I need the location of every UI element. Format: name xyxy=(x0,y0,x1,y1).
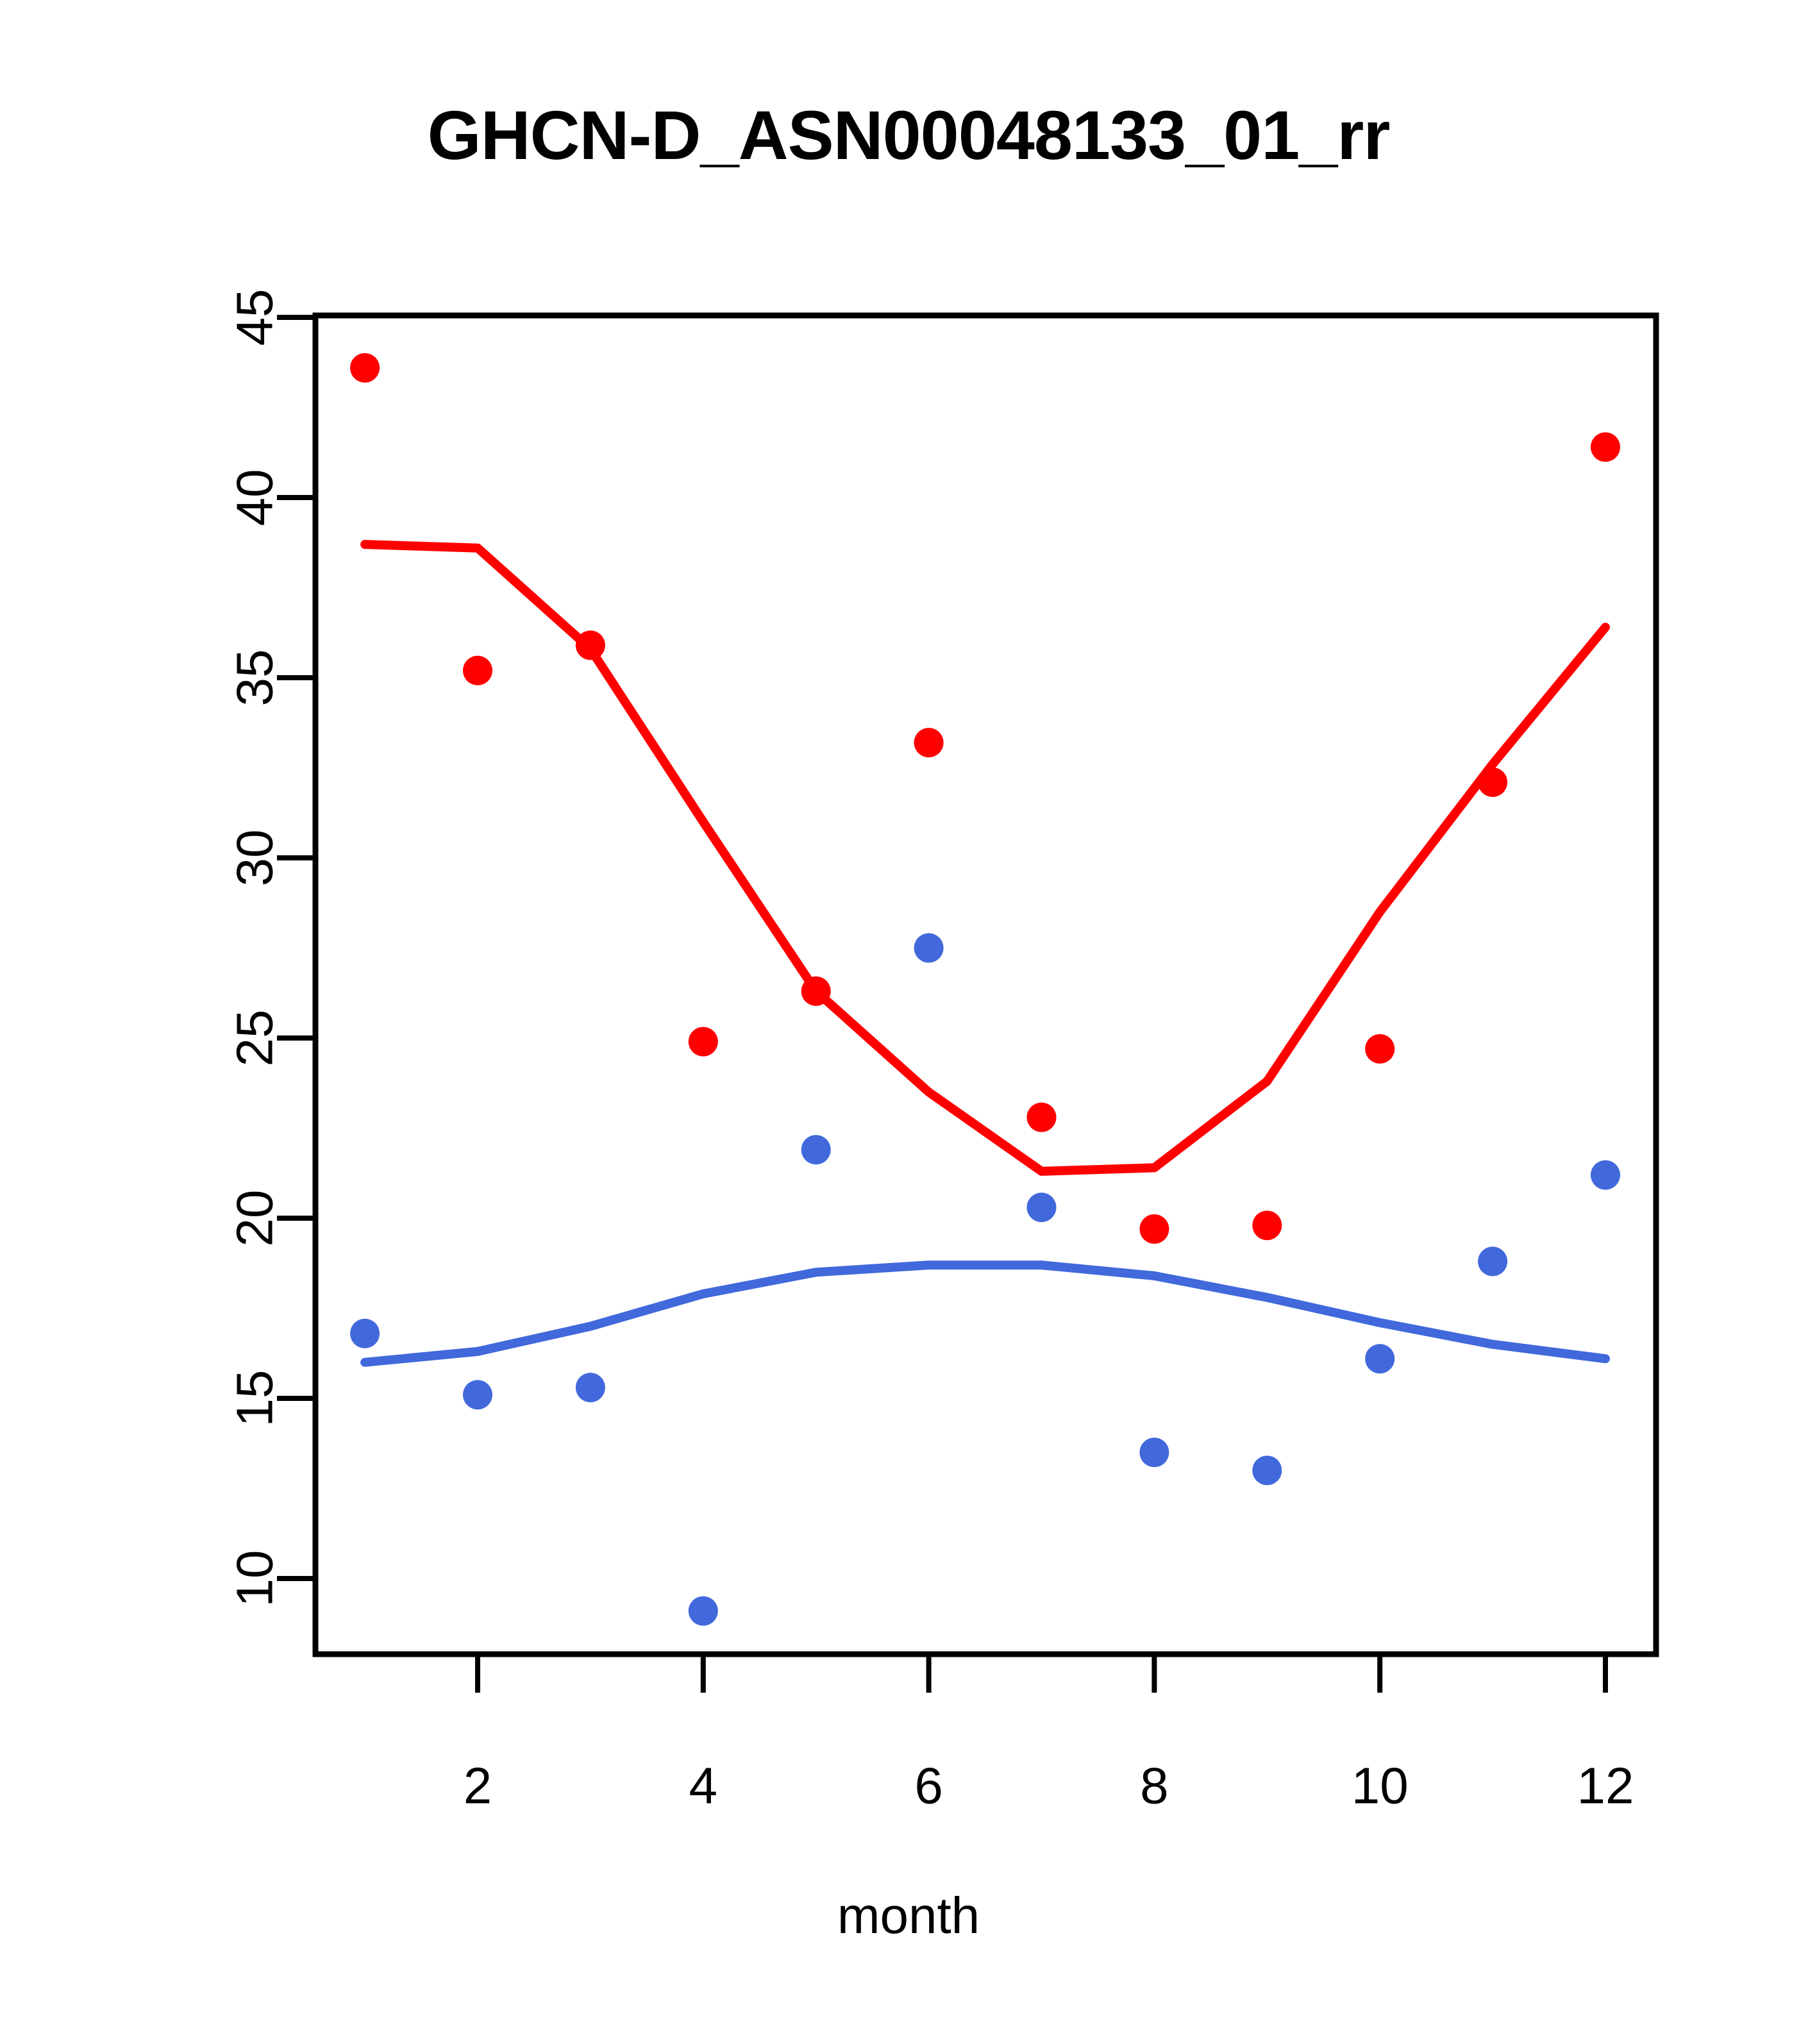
data-point xyxy=(1365,1344,1395,1374)
x-tick-label: 10 xyxy=(1352,1757,1409,1814)
x-tick-label: 2 xyxy=(464,1757,492,1814)
data-point xyxy=(1478,767,1508,797)
data-point xyxy=(1026,1102,1057,1132)
x-axis: 2 4 6 8 10 12 xyxy=(464,1654,1634,1814)
data-point xyxy=(801,976,831,1006)
fit-lines-layer xyxy=(360,540,1610,1367)
data-point xyxy=(463,1380,492,1410)
y-tick-label: 20 xyxy=(226,1190,283,1247)
x-tick-label: 6 xyxy=(914,1757,943,1814)
data-point xyxy=(1252,1210,1282,1241)
data-point xyxy=(914,933,944,963)
y-tick-label: 30 xyxy=(226,830,283,887)
blue-points xyxy=(350,933,1620,1626)
data-point xyxy=(1365,1034,1395,1064)
data-point xyxy=(1252,1455,1282,1486)
x-tick-label: 8 xyxy=(1140,1757,1169,1814)
y-tick-label: 15 xyxy=(226,1370,283,1427)
plot-border xyxy=(312,312,1659,1657)
data-point xyxy=(1591,1160,1620,1190)
data-point xyxy=(688,1026,718,1057)
x-axis-label: month xyxy=(837,1887,980,1944)
data-point xyxy=(350,353,380,383)
blue-fit-line xyxy=(360,1261,1610,1367)
data-point xyxy=(1026,1193,1057,1223)
data-point xyxy=(575,1373,605,1403)
data-point xyxy=(1591,432,1620,462)
data-point xyxy=(463,655,492,685)
red-points xyxy=(350,353,1620,1244)
y-tick-label: 10 xyxy=(226,1550,283,1607)
y-axis: 10 15 20 25 30 35 40 45 xyxy=(226,289,315,1607)
data-point xyxy=(1478,1246,1508,1277)
data-point xyxy=(801,1135,831,1165)
red-fit-line xyxy=(360,540,1610,1176)
y-tick-label: 45 xyxy=(226,289,283,346)
y-tick-label: 35 xyxy=(226,649,283,707)
data-point xyxy=(1139,1437,1169,1468)
data-point xyxy=(914,728,944,758)
x-tick-label: 4 xyxy=(689,1757,718,1814)
data-points-layer xyxy=(350,353,1620,1626)
data-point xyxy=(1139,1214,1169,1244)
data-point xyxy=(575,630,605,660)
y-tick-label: 40 xyxy=(226,469,283,526)
x-tick-label: 12 xyxy=(1577,1757,1634,1814)
data-point xyxy=(350,1318,380,1348)
y-tick-label: 25 xyxy=(226,1010,283,1067)
data-point xyxy=(688,1596,718,1626)
page-title: GHCN-D_ASN00048133_01_rr xyxy=(427,96,1391,174)
